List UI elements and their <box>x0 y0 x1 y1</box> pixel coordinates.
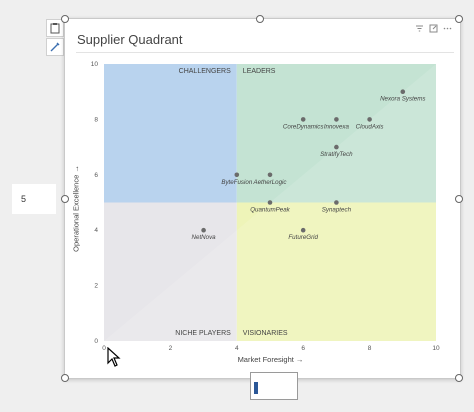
data-point-label: Nexora Systems <box>380 96 425 103</box>
niche-quadrant <box>104 202 237 341</box>
visionaries-quadrant <box>236 202 436 341</box>
resize-handle-bottom-right[interactable] <box>455 374 463 382</box>
filter-icon[interactable] <box>415 20 424 32</box>
y-tick-label: 10 <box>91 61 99 68</box>
clipboard-icon <box>50 23 60 34</box>
visual-title: Supplier Quadrant <box>77 32 183 47</box>
data-point-label: Innovexa <box>324 123 350 130</box>
side-value-card[interactable]: 5 <box>12 184 56 214</box>
x-axis-label: Market Foresight → <box>237 355 304 364</box>
title-divider <box>76 52 454 53</box>
quadrant-label: CHALLENGERS <box>179 68 231 75</box>
page-thumbnail[interactable] <box>250 372 298 400</box>
resize-handle-top-left[interactable] <box>61 15 69 23</box>
data-point-label: Synaptech <box>322 207 352 214</box>
data-point-label: CloudAxis <box>356 123 384 130</box>
x-tick-label: 4 <box>235 345 239 352</box>
x-tick-label: 2 <box>169 345 173 352</box>
analytics-button[interactable] <box>46 38 64 56</box>
y-tick-label: 4 <box>94 227 98 234</box>
data-point <box>300 227 306 233</box>
data-point <box>234 172 240 178</box>
quadrant-label: VISIONARIES <box>243 330 288 337</box>
more-options-icon[interactable] <box>443 20 452 30</box>
resize-handle-bottom-left[interactable] <box>61 374 69 382</box>
y-tick-label: 2 <box>94 283 98 290</box>
y-axis-label: Operational Excellence → <box>71 165 81 252</box>
brush-icon <box>50 42 60 52</box>
x-tick-label: 8 <box>368 345 372 352</box>
data-point <box>267 172 273 178</box>
data-point-label: AetherLogic <box>252 179 287 186</box>
resize-handle-right[interactable] <box>455 195 463 203</box>
x-tick-label: 6 <box>301 345 305 352</box>
data-point-label: ByteFusion <box>221 179 253 186</box>
thumbnail-marker <box>254 382 258 394</box>
data-point <box>367 117 372 122</box>
data-point <box>334 200 339 205</box>
data-point <box>300 117 306 122</box>
resize-handle-top-right[interactable] <box>455 15 463 23</box>
data-point-label: CoreDynamics <box>283 123 324 130</box>
data-point <box>201 227 206 233</box>
x-tick-label: 10 <box>432 345 440 352</box>
data-point-label: QuantumPeak <box>250 207 290 214</box>
challengers-quadrant <box>104 64 237 203</box>
data-point <box>334 144 339 150</box>
leaders-quadrant <box>236 64 436 203</box>
data-point-label: FutureGrid <box>288 234 318 241</box>
quadrant-label: NICHE PLAYERS <box>175 330 231 337</box>
y-tick-label: 8 <box>94 116 98 123</box>
mouse-cursor-icon <box>107 347 121 367</box>
data-point-label: StratifyTech <box>320 151 353 158</box>
data-point-label: NetNova <box>192 234 217 241</box>
y-tick-label: 6 <box>94 172 98 179</box>
resize-handle-left[interactable] <box>61 195 69 203</box>
format-visual-button[interactable] <box>46 19 64 37</box>
x-tick-label: 0 <box>102 345 106 352</box>
side-value-text: 5 <box>21 194 27 204</box>
resize-handle-top[interactable] <box>256 15 264 23</box>
y-tick-label: 0 <box>94 338 98 345</box>
data-point <box>267 200 273 205</box>
data-point <box>400 89 406 94</box>
data-point <box>334 117 339 122</box>
quadrant-label: LEADERS <box>243 68 276 75</box>
focus-mode-icon[interactable] <box>429 20 438 33</box>
visual-header <box>415 20 452 33</box>
